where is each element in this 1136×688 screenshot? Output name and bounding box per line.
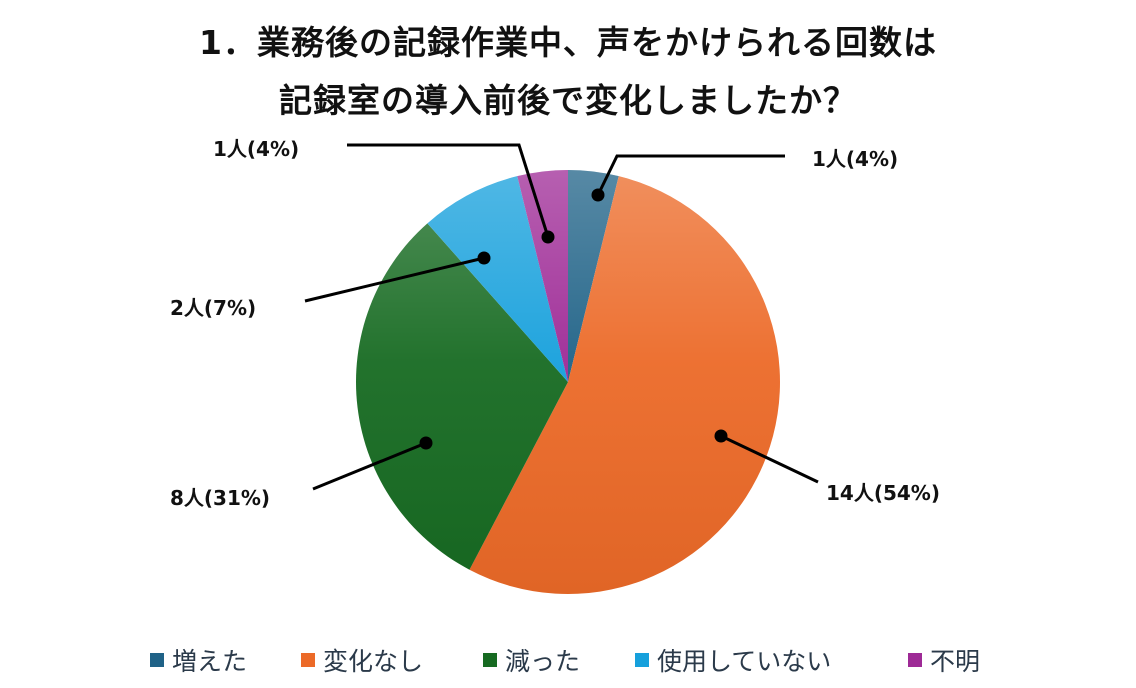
legend-swatch-icon [635,653,649,667]
legend-swatch-icon [483,653,497,667]
leader-line-decreased [312,441,427,491]
chart-legend: 増えた 変化なし 減った 使用していない 不明 [0,640,1136,680]
leader-dot [419,436,433,450]
chart-title-line-2: 記録室の導入前後で変化しましたか？ [279,81,857,120]
legend-label: 変化なし [323,647,424,676]
data-label-unused: 2人(7%) [170,296,257,320]
legend-swatch-icon [301,653,315,667]
leader-line-unknown [347,143,550,238]
legend-item-unknown: 不明 [908,640,980,680]
legend-item-unused: 使用していない [635,640,831,680]
legend-item-no-change: 変化なし [301,640,423,680]
legend-label: 増えた [172,647,248,676]
legend-swatch-icon [908,653,922,667]
pie-slices [356,170,780,594]
leader-line-unused [304,256,485,303]
legend-swatch-icon [150,653,164,667]
data-label-decreased: 8人(31%) [170,486,271,510]
leader-dot [714,429,728,443]
legend-item-decreased: 減った [483,640,580,680]
leader-lines [304,143,819,491]
data-label-unknown: 1人(4%) [213,137,300,161]
leader-line-increased [596,154,785,196]
chart-title-line-1: 1．業務後の記録作業中、声をかけられる回数は [199,23,937,62]
leader-dot [541,230,555,244]
legend-item-increased: 増えた [150,640,247,680]
data-label-increased: 1人(4%) [812,147,899,171]
leader-dot [591,188,605,202]
legend-label: 減った [505,647,581,676]
leader-line-no-change [720,434,819,484]
legend-label: 不明 [930,647,981,676]
leader-dot [477,251,491,265]
data-label-no-change: 14人(54%) [826,481,940,505]
legend-label: 使用していない [657,647,832,676]
